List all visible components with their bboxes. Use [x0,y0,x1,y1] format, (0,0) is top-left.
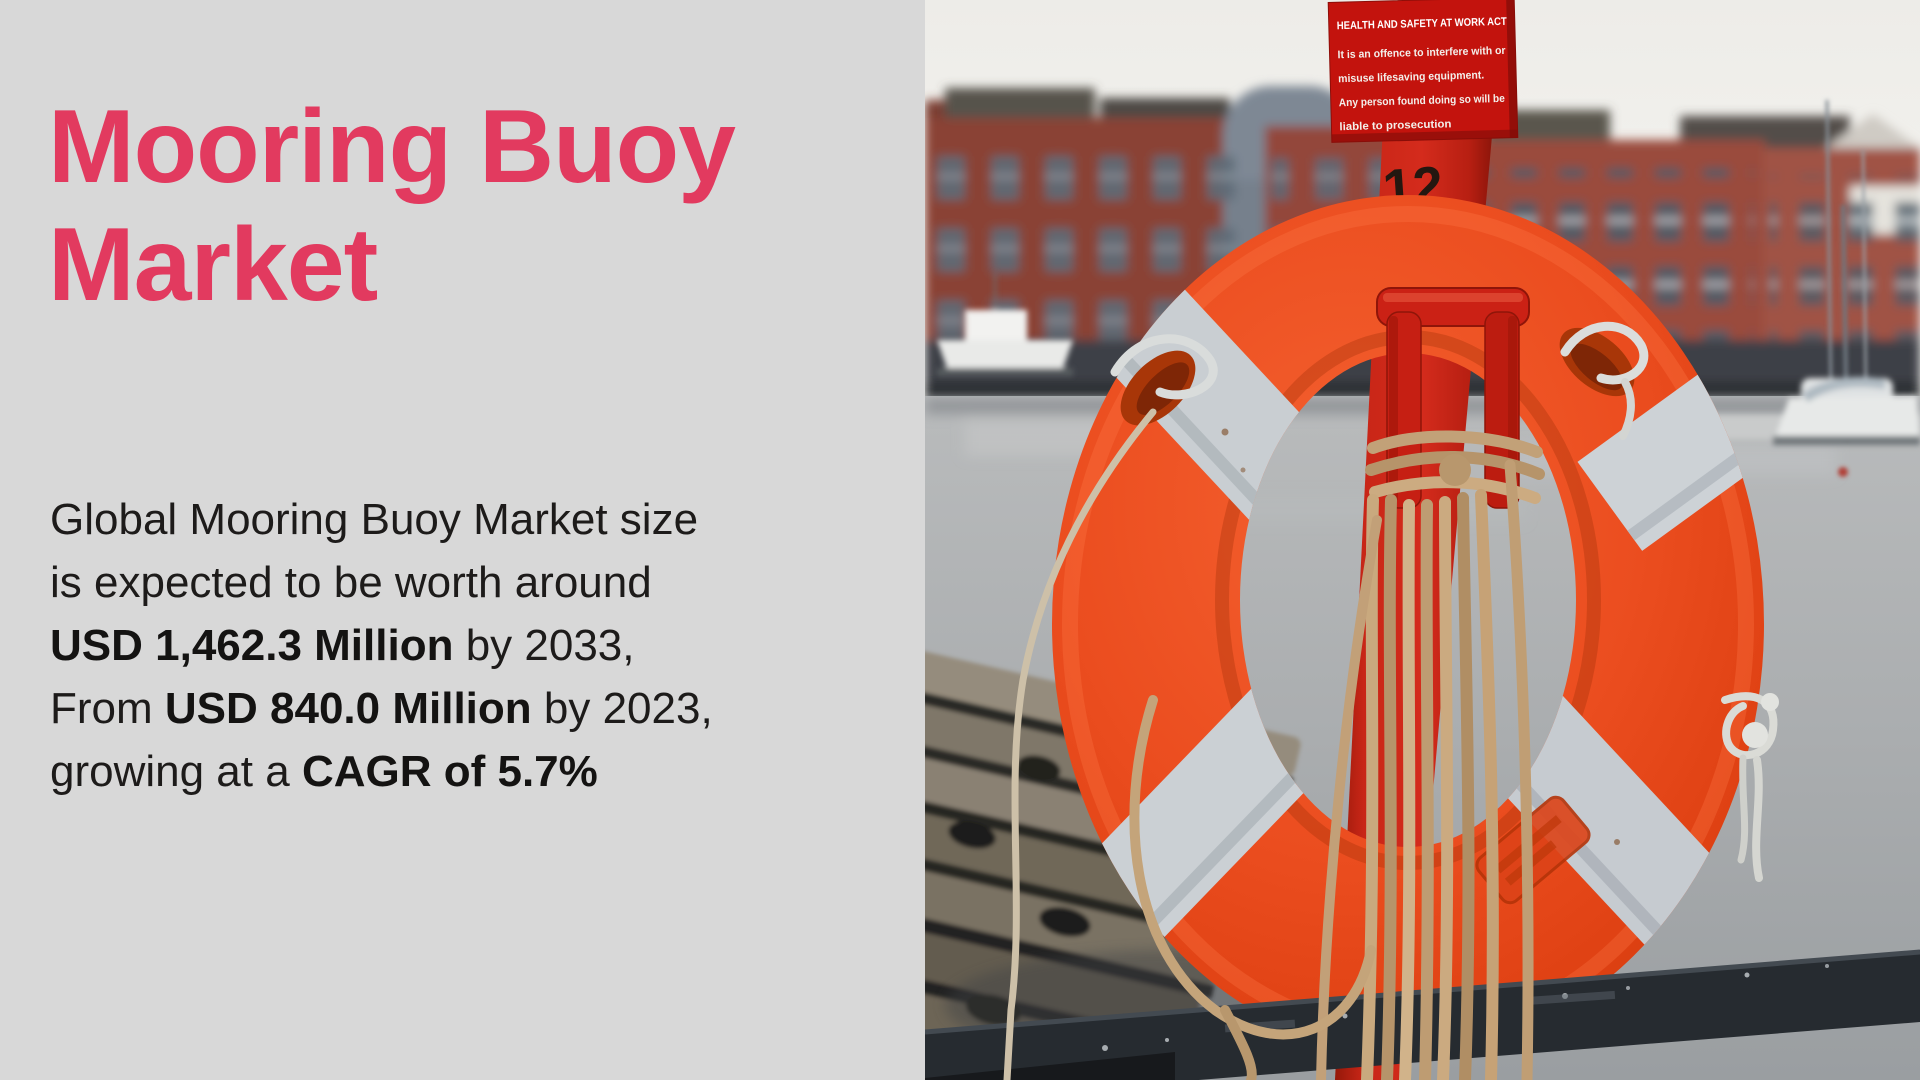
white-boat [937,272,1073,376]
cagr-value: CAGR of 5.7% [301,747,598,796]
sign-heading: HEALTH AND SAFETY AT WORK ACT [1337,16,1507,32]
summary-line-2: is expected to be worth around [50,558,652,607]
sign-line-1: It is an offence to interfere with or [1337,45,1506,61]
white-ropes [1110,321,1779,882]
sign-line-3: Any person found doing so will be [1339,93,1505,109]
harbor-photo-svg: 12 HEALTH AND SAFETY AT WORK ACT It is a… [925,0,1920,1080]
harbor-photo: 12 HEALTH AND SAFETY AT WORK ACT It is a… [925,0,1920,1080]
page-title: Mooring Buoy Market [48,88,736,324]
title-line-2: Market [48,207,378,323]
sign-line-2: misuse lifesaving equipment. [1338,69,1484,85]
sign-line-4: liable to prosecution [1339,118,1452,133]
info-panel: Mooring Buoy Market Global Mooring Buoy M… [0,0,925,1080]
title-line-1: Mooring Buoy [48,89,736,205]
safety-sign: HEALTH AND SAFETY AT WORK ACT It is an o… [1327,0,1519,143]
summary-line-1: Global Mooring Buoy Market size [50,495,699,544]
rope-bundle [1003,408,1545,1080]
value-2033: USD 1,462.3 Million [50,621,454,670]
market-summary: Global Mooring Buoy Market size is expec… [50,495,713,796]
value-2023: USD 840.0 Million [164,684,532,733]
marina-pontoon [1613,376,1920,445]
